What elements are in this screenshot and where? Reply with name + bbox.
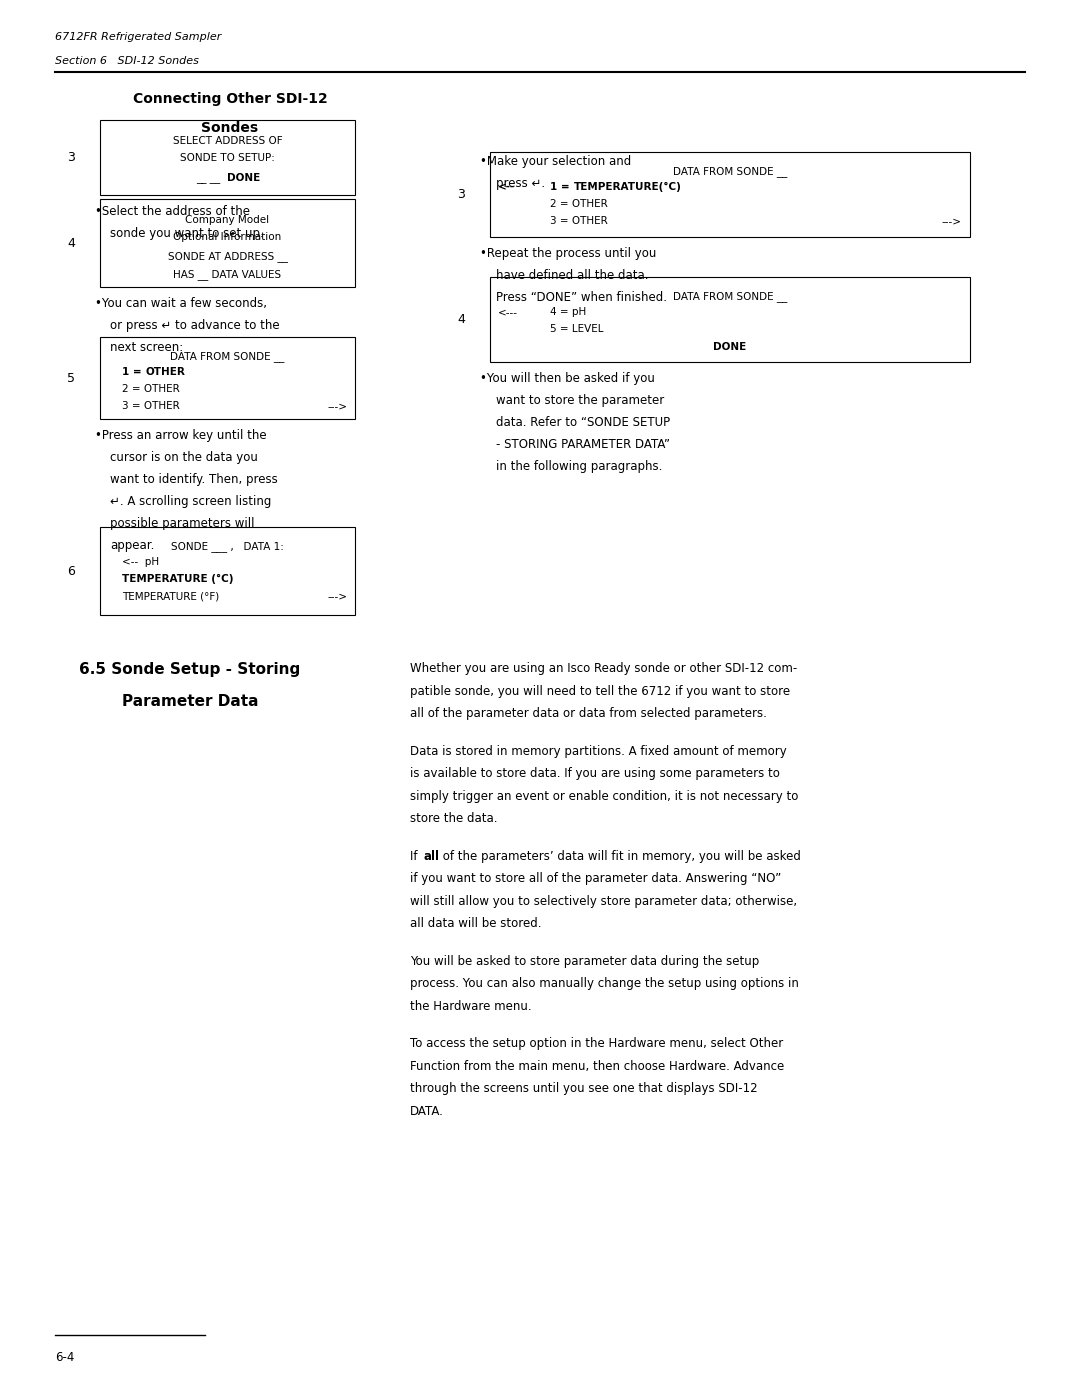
Text: data. Refer to “SONDE SETUP: data. Refer to “SONDE SETUP [496,416,670,429]
Text: of the parameters’ data will fit in memory, you will be asked: of the parameters’ data will fit in memo… [438,849,801,862]
Text: 5 = LEVEL: 5 = LEVEL [550,324,604,334]
Text: Whether you are using an Isco Ready sonde or other SDI-12 com-: Whether you are using an Isco Ready sond… [410,662,797,675]
Text: all data will be stored.: all data will be stored. [410,916,541,930]
Text: <--  pH: <-- pH [122,557,159,567]
Text: •Select the address of the: •Select the address of the [95,205,249,218]
Text: 4 = pH: 4 = pH [550,307,586,317]
Text: press ↵.: press ↵. [496,177,545,190]
Text: If: If [410,849,421,862]
Bar [490,152,970,237]
Bar [100,120,355,196]
Text: 6.5 Sonde Setup - Storing: 6.5 Sonde Setup - Storing [79,662,300,678]
Text: the Hardware menu.: the Hardware menu. [410,999,531,1013]
Text: 3: 3 [67,151,75,163]
Text: want to identify. Then, press: want to identify. Then, press [110,474,278,486]
Text: 2 = OTHER: 2 = OTHER [122,384,179,394]
Text: __ __: __ __ [195,173,227,183]
Text: 1 =: 1 = [550,182,573,191]
Text: ↵. A scrolling screen listing: ↵. A scrolling screen listing [110,495,271,509]
Text: 3: 3 [457,189,465,201]
Text: if you want to store all of the parameter data. Answering “NO”: if you want to store all of the paramete… [410,872,781,886]
Text: simply trigger an event or enable condition, it is not necessary to: simply trigger an event or enable condit… [410,789,798,802]
Text: - STORING PARAMETER DATA”: - STORING PARAMETER DATA” [496,439,670,451]
Text: Company Model: Company Model [186,215,270,225]
Text: •Make your selection and: •Make your selection and [480,155,631,168]
Text: all of the parameter data or data from selected parameters.: all of the parameter data or data from s… [410,707,767,719]
Text: TEMPERATURE (°F): TEMPERATURE (°F) [122,591,219,601]
Text: <---: <--- [498,307,518,317]
Text: 2 = OTHER: 2 = OTHER [550,198,608,210]
Text: want to store the parameter: want to store the parameter [496,394,664,407]
Text: <--: <-- [498,182,515,191]
Text: possible parameters will: possible parameters will [110,517,255,529]
Text: --->: ---> [327,591,347,601]
Text: all: all [423,849,440,862]
Text: To access the setup option in the Hardware menu, select Other: To access the setup option in the Hardwa… [410,1037,783,1051]
Text: DATA FROM SONDE __: DATA FROM SONDE __ [171,351,285,362]
Text: --->: ---> [942,217,962,226]
Text: store the data.: store the data. [410,812,498,826]
Text: 3 = OTHER: 3 = OTHER [122,401,179,411]
Text: 1 =: 1 = [122,367,145,377]
Text: •Repeat the process until you: •Repeat the process until you [480,247,657,260]
Text: 4: 4 [457,313,465,326]
Text: 4: 4 [67,236,75,250]
Text: Data is stored in memory partitions. A fixed amount of memory: Data is stored in memory partitions. A f… [410,745,786,757]
Bar [490,277,970,362]
Text: Section 6   SDI-12 Sondes: Section 6 SDI-12 Sondes [55,56,199,66]
Text: 3 = OTHER: 3 = OTHER [550,217,608,226]
Text: DATA.: DATA. [410,1105,444,1118]
Text: TEMPERATURE(°C): TEMPERATURE(°C) [573,182,681,191]
Text: •Press an arrow key until the: •Press an arrow key until the [95,429,267,441]
Text: process. You can also manually change the setup using options in: process. You can also manually change th… [410,977,799,990]
Text: in the following paragraphs.: in the following paragraphs. [496,460,662,474]
Bar [100,527,355,615]
Text: •You can wait a few seconds,: •You can wait a few seconds, [95,298,267,310]
Text: Connecting Other SDI-12: Connecting Other SDI-12 [133,92,327,106]
Text: Parameter Data: Parameter Data [122,694,258,710]
Text: --->: ---> [327,401,347,411]
Text: patible sonde, you will need to tell the 6712 if you want to store: patible sonde, you will need to tell the… [410,685,791,697]
Text: Press “DONE” when finished.: Press “DONE” when finished. [496,291,667,305]
Text: 5: 5 [67,372,75,384]
Text: HAS __ DATA VALUES: HAS __ DATA VALUES [174,270,282,279]
Text: 6: 6 [67,564,75,577]
Text: •You will then be asked if you: •You will then be asked if you [480,372,654,386]
Text: cursor is on the data you: cursor is on the data you [110,451,258,464]
Text: 6-4: 6-4 [55,1351,75,1363]
Text: DONE: DONE [714,342,746,352]
Text: SONDE TO SETUP:: SONDE TO SETUP: [180,154,275,163]
Text: appear.: appear. [110,539,154,552]
Text: is available to store data. If you are using some parameters to: is available to store data. If you are u… [410,767,780,780]
Text: Function from the main menu, then choose Hardware. Advance: Function from the main menu, then choose… [410,1059,784,1073]
Text: SONDE ___ ,   DATA 1:: SONDE ___ , DATA 1: [171,541,284,552]
Bar [100,198,355,286]
Text: through the screens until you see one that displays SDI-12: through the screens until you see one th… [410,1083,758,1095]
Text: next screen:: next screen: [110,341,184,353]
Text: DATA FROM SONDE __: DATA FROM SONDE __ [673,166,787,177]
Text: SONDE AT ADDRESS __: SONDE AT ADDRESS __ [167,251,287,261]
Text: DATA FROM SONDE __: DATA FROM SONDE __ [673,291,787,302]
Bar [100,337,355,419]
Text: 6712FR Refrigerated Sampler: 6712FR Refrigerated Sampler [55,32,221,42]
Text: Optional Information: Optional Information [174,232,282,242]
Text: You will be asked to store parameter data during the setup: You will be asked to store parameter dat… [410,954,759,968]
Text: TEMPERATURE (°C): TEMPERATURE (°C) [122,574,233,584]
Text: DONE: DONE [227,173,260,183]
Text: OTHER: OTHER [145,367,185,377]
Text: have defined all the data.: have defined all the data. [496,270,648,282]
Text: SELECT ADDRESS OF: SELECT ADDRESS OF [173,136,282,147]
Text: Sondes: Sondes [202,122,258,136]
Text: will still allow you to selectively store parameter data; otherwise,: will still allow you to selectively stor… [410,894,797,908]
Text: or press ↵ to advance to the: or press ↵ to advance to the [110,319,280,332]
Text: sonde you want to set up.: sonde you want to set up. [110,226,264,240]
